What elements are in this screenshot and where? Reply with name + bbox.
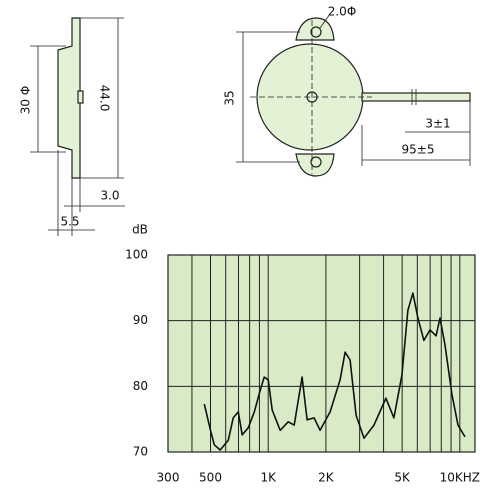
x-tick-label: 2K — [318, 471, 335, 485]
x-tick-label: 1K — [260, 471, 277, 485]
y-tick-label: 100 — [125, 248, 148, 262]
y-tick-label: 90 — [133, 313, 148, 327]
width-label: 5.5 — [60, 215, 79, 229]
leader-line — [319, 13, 331, 29]
thickness-label: 3.0 — [100, 189, 119, 203]
top-view: 35 2.0Φ 3±1 95±5 — [223, 5, 471, 177]
frequency-chart: dB 300 500 1K 2K 5K 10KHZ 70 80 90 100 — [125, 223, 480, 485]
diameter-label: 30 Φ — [19, 86, 33, 115]
hole-label: 2.0Φ — [328, 5, 357, 19]
y-axis-label: dB — [132, 223, 148, 237]
plot-area — [168, 255, 475, 452]
strip-label: 3±1 — [425, 117, 450, 131]
x-tick-label: 10KHZ — [440, 471, 480, 485]
y-tick-label: 70 — [133, 445, 148, 459]
x-tick-label: 500 — [199, 471, 222, 485]
plot-border — [167, 254, 476, 453]
y-tick-label: 80 — [133, 379, 148, 393]
x-tick-label: 300 — [157, 471, 180, 485]
length-label: 95±5 — [402, 143, 435, 157]
mount-hole — [310, 156, 322, 168]
x-tick-label: 5K — [394, 471, 411, 485]
buzzer-side — [57, 17, 81, 179]
side-view: 30 Φ 44.0 3.0 5.5 — [19, 17, 125, 236]
height-label: 44.0 — [98, 85, 112, 112]
mount-hole — [310, 26, 322, 38]
diameter-label: 35 — [223, 90, 237, 105]
response-line — [203, 292, 466, 451]
mounting-ears — [295, 17, 335, 177]
buzzer-pin — [77, 90, 84, 104]
